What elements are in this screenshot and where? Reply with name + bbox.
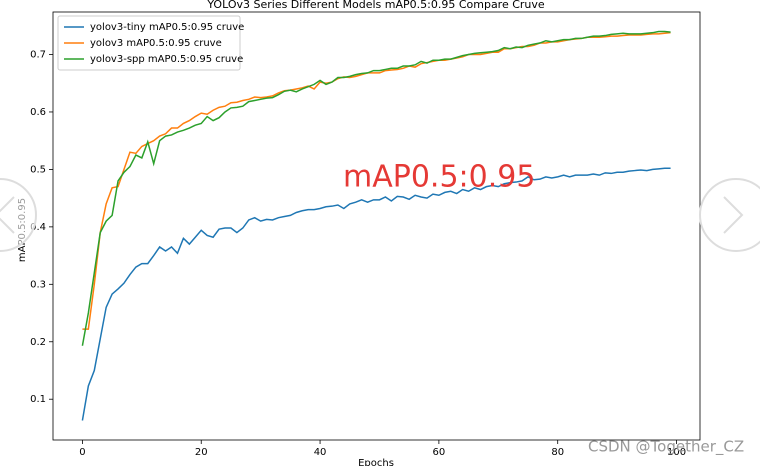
legend-label: yolov3-tiny mAP0.5:0.95 cruve xyxy=(90,22,244,33)
legend-box xyxy=(57,15,241,71)
legend-label: yolov3-spp mAP0.5:0.95 cruve xyxy=(90,54,243,65)
x-tick-label: 40 xyxy=(314,447,327,458)
series-line xyxy=(81,30,671,346)
x-axis-label: Epochs xyxy=(358,458,394,466)
x-tick-label: 60 xyxy=(433,447,446,458)
x-tick-label: 20 xyxy=(195,447,208,458)
y-tick-label: 0.2 xyxy=(30,337,46,348)
annotation: mAP0.5:0.95 xyxy=(343,160,535,195)
axes-frame xyxy=(52,11,701,441)
y-tick-label: 0.7 xyxy=(30,50,46,61)
y-tick-label: 0.4 xyxy=(30,222,46,233)
prev-arrow xyxy=(0,196,15,234)
chart-title: YOLOv3 Series Different Models mAP0.5:0.… xyxy=(206,0,545,11)
x-tick-label: 0 xyxy=(79,447,85,458)
y-tick-label: 0.5 xyxy=(30,164,46,175)
y-tick-label: 0.6 xyxy=(30,107,46,118)
next-button[interactable] xyxy=(699,178,760,252)
x-tick-label: 80 xyxy=(551,447,564,458)
watermark: CSDN @Together_CZ xyxy=(588,438,744,457)
legend-label: yolov3 mAP0.5:0.95 cruve xyxy=(90,38,222,49)
y-tick-label: 0.1 xyxy=(30,394,46,405)
legend: yolov3-tiny mAP0.5:0.95 cruve yolov3 mAP0… xyxy=(57,15,244,71)
plot-area: 0 20 40 60 80 100 0.1 0.2 0.3 0.4 0.5 0.6 0.7 yolov3-… xyxy=(30,15,686,458)
y-tick-label: 0.3 xyxy=(30,279,46,290)
next-arrow xyxy=(723,196,744,234)
x-tick-label: 100 xyxy=(667,447,686,458)
prev-button[interactable] xyxy=(0,178,37,252)
series-line xyxy=(81,167,671,421)
